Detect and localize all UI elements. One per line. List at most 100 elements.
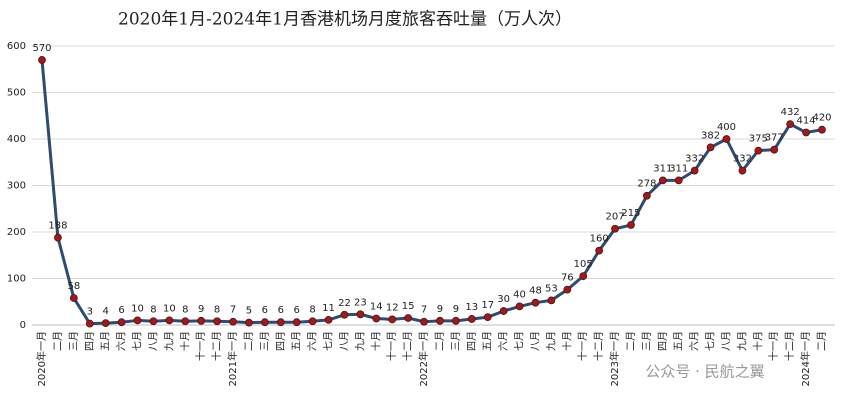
data-label: 48 (529, 286, 542, 297)
y-tick-label: 600 (7, 41, 26, 52)
x-tick-label: 六月 (689, 331, 701, 351)
chart-title: 2020年1月-2024年1月香港机场月度旅客吞吐量（万人次） (118, 10, 572, 30)
marker (499, 307, 508, 315)
x-tick-label: 四月 (657, 331, 669, 351)
marker (420, 317, 428, 326)
data-label: 332 (685, 154, 704, 165)
marker (467, 315, 476, 323)
data-label: 14 (370, 301, 383, 312)
data-label: 311 (669, 163, 688, 174)
x-tick-label: 2020年一月 (35, 331, 48, 386)
data-label: 5 (246, 306, 252, 317)
x-tick-label: 三月 (641, 331, 653, 351)
marker (706, 143, 715, 152)
marker (324, 315, 333, 324)
data-label: 332 (733, 154, 752, 165)
marker (54, 233, 62, 242)
marker (770, 145, 779, 154)
x-tick-label: 十月 (751, 331, 764, 351)
data-label: 7 (230, 305, 236, 316)
data-label: 6 (294, 305, 300, 316)
data-label: 6 (118, 305, 124, 316)
marker (117, 318, 126, 327)
data-label: 188 (48, 221, 67, 232)
x-tick-label: 八月 (529, 331, 541, 351)
data-label: 311 (653, 163, 672, 174)
data-label: 414 (797, 115, 816, 126)
x-tick-label: 二月 (52, 331, 64, 351)
marker (181, 317, 190, 326)
marker (531, 298, 540, 307)
watermark: 公众号 · 民航之翼 (645, 363, 764, 381)
marker (674, 176, 683, 185)
data-label: 420 (812, 113, 831, 124)
x-tick-label: 七月 (514, 331, 526, 351)
x-tick-label: 十一月 (767, 331, 780, 361)
data-label: 160 (590, 234, 609, 245)
data-label: 22 (338, 298, 351, 309)
x-tick-label: 三月 (450, 331, 462, 351)
marker (356, 310, 365, 319)
x-tick-label: 二月 (625, 331, 637, 351)
data-label: 8 (150, 304, 156, 315)
x-tick-label: 十二月 (592, 331, 605, 361)
marker (483, 313, 492, 321)
x-tick-label: 九月 (736, 331, 748, 351)
x-tick-label: 二月 (243, 331, 255, 351)
x-tick-label: 五月 (673, 331, 685, 351)
x-tick-label: 三月 (259, 331, 271, 351)
x-tick-label: 十二月 (210, 331, 223, 361)
y-tick-label: 200 (7, 227, 26, 238)
data-label: 6 (262, 305, 268, 316)
data-label: 9 (453, 304, 459, 315)
data-label: 76 (561, 273, 574, 284)
x-tick-label: 十一月 (385, 331, 398, 361)
data-label: 7 (421, 305, 427, 316)
x-tick-label: 七月 (705, 331, 717, 351)
x-tick-label: 2024年一月 (799, 331, 812, 386)
marker (786, 120, 795, 129)
x-tick-label: 七月 (132, 331, 144, 351)
data-label: 8 (182, 304, 188, 315)
data-label: 8 (214, 304, 220, 315)
marker (595, 246, 604, 255)
data-label: 10 (163, 303, 176, 314)
x-tick-label: 十月 (560, 331, 573, 351)
marker (515, 302, 524, 311)
line (40, 59, 823, 326)
x-tick-label: 九月 (163, 331, 175, 351)
data-label: 23 (354, 297, 367, 308)
data-label: 207 (606, 212, 625, 223)
x-tick-label: 四月 (84, 331, 96, 351)
data-label: 400 (717, 122, 736, 133)
data-label: 215 (621, 208, 640, 219)
x-tick-label: 十一月 (576, 331, 589, 361)
marker (547, 296, 556, 305)
data-label: 17 (481, 300, 494, 311)
marker (308, 317, 317, 326)
data-label: 377 (765, 133, 784, 144)
marker (149, 317, 158, 326)
data-label: 4 (102, 306, 108, 317)
data-label: 6 (278, 305, 284, 316)
x-tick-label: 六月 (307, 331, 319, 351)
x-tick-label: 五月 (100, 331, 112, 351)
marker (165, 316, 174, 325)
x-tick-label: 九月 (354, 331, 366, 351)
marker (690, 166, 699, 175)
x-tick-label: 四月 (466, 331, 478, 351)
data-label: 53 (545, 283, 558, 294)
marker (451, 316, 460, 325)
data-label: 40 (513, 289, 526, 300)
y-tick-label: 100 (7, 274, 26, 285)
marker (292, 318, 301, 327)
x-tick-label: 二月 (434, 331, 446, 351)
data-label: 105 (574, 259, 593, 270)
x-tick-label: 九月 (545, 331, 557, 351)
y-tick-label: 0 (20, 320, 26, 331)
data-label: 12 (386, 302, 399, 313)
marker (276, 318, 285, 327)
marker (579, 272, 588, 281)
marker (245, 318, 253, 327)
data-label: 278 (637, 179, 656, 190)
